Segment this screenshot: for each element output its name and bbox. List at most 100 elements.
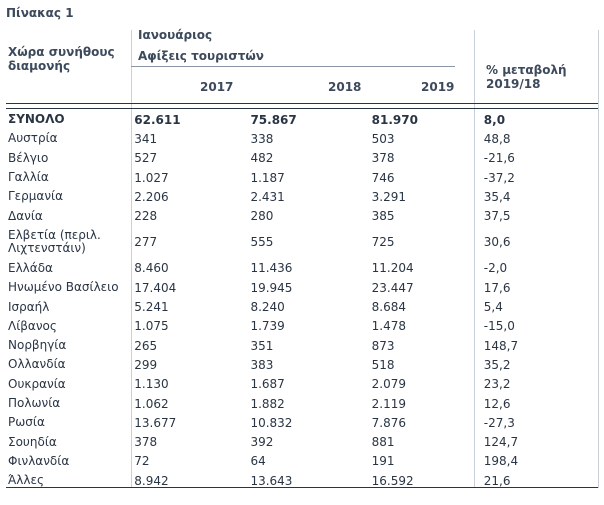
cell-change: 5,4 [483, 300, 503, 315]
cell-label: Άλλες [8, 473, 45, 488]
cell-2018: 19.945 [250, 280, 293, 295]
cell-2017: 5.241 [134, 300, 169, 315]
cell-change: -21,6 [483, 151, 515, 166]
cell-2019: 873 [371, 338, 395, 353]
cell-change: 198,4 [483, 454, 519, 469]
table-row: Ουκρανία 1.130 1.687 2.079 23,2 [6, 375, 598, 394]
cell-2018: 10.832 [250, 415, 293, 430]
cell-label: Ηνωμένο Βασίλειο [8, 280, 119, 295]
table-caption: Πίνακας 1 [6, 6, 74, 20]
table-row: Ηνωμένο Βασίλειο 17.404 19.945 23.447 17,6 [6, 278, 598, 297]
cell-label: Ολλανδία [8, 357, 66, 372]
table-row: Σουηδία 378 392 881 124,7 [6, 432, 598, 451]
cell-2019: 8.684 [371, 300, 407, 315]
cell-label: Ουκρανία [8, 376, 66, 391]
cell-2019: 16.592 [371, 473, 414, 488]
table-row: Πολωνία 1.062 1.882 2.119 12,6 [6, 394, 598, 413]
cell-2018: 13.643 [250, 473, 293, 488]
header-change: % μεταβολή 2019/18 [486, 63, 567, 91]
table-row: Φινλανδία 72 64 191 198,4 [6, 452, 598, 471]
header-year-2017: 2017 [200, 80, 234, 94]
cell-2018: 2.431 [250, 189, 285, 204]
cell-label: Πολωνία [8, 396, 61, 410]
table-row: Ελλάδα 8.460 11.436 11.204 -2,0 [6, 259, 598, 278]
cell-change: -27,3 [483, 415, 515, 430]
data-table: ΣΥΝΟΛΟ 62.611 75.867 81.970 8,0 Αυστρία 3… [6, 110, 598, 490]
cell-2019: 518 [371, 357, 395, 372]
cell-change: 12,6 [483, 396, 511, 411]
column-separator [598, 30, 599, 488]
cell-change: 17,6 [483, 280, 511, 295]
cell-2019: 725 [371, 235, 395, 250]
header-rule [6, 103, 598, 104]
cell-change: 35,2 [483, 357, 511, 372]
cell-2019: 7.876 [371, 415, 407, 430]
table-row: Ελβετία (περιλ. Λιχτενστάιν) 277 555 725 30,… [6, 226, 598, 259]
table-bottom-rule [6, 487, 598, 488]
header-year-2018: 2018 [328, 80, 362, 94]
table-row-total: ΣΥΝΟΛΟ 62.611 75.867 81.970 8,0 [6, 110, 598, 129]
cell-2018: 338 [250, 131, 274, 146]
cell-2019: 378 [371, 151, 395, 166]
cell-change: 23,2 [483, 377, 511, 392]
cell-2019: 2.119 [371, 396, 407, 411]
cell-label: Φινλανδία [8, 453, 70, 468]
table-row: Αυστρία 341 338 503 48,8 [6, 129, 598, 148]
header-rule [6, 108, 598, 109]
cell-2018: 1.739 [250, 319, 285, 334]
cell-change: -2,0 [483, 261, 508, 276]
cell-2018: 482 [250, 151, 274, 166]
table-row: Λίβανος 1.075 1.739 1.478 -15,0 [6, 317, 598, 336]
table-row: Βέλγιο 527 482 378 -21,6 [6, 149, 598, 168]
cell-2017: 341 [134, 131, 158, 146]
cell-2019: 1.478 [371, 319, 407, 334]
cell-change: 148,7 [483, 338, 519, 353]
table-row: Γερμανία 2.206 2.431 3.291 35,4 [6, 187, 598, 206]
cell-2019: 23.447 [371, 280, 414, 295]
cell-2018: 75.867 [250, 112, 297, 127]
header-underline [131, 66, 455, 67]
cell-2018: 11.436 [250, 261, 293, 276]
column-separator [474, 30, 475, 488]
cell-2019: 503 [371, 131, 395, 146]
cell-2017: 527 [134, 151, 158, 166]
cell-change: 124,7 [483, 435, 519, 450]
cell-2019: 2.079 [371, 377, 407, 392]
cell-2017: 277 [134, 235, 158, 250]
cell-label: Σουηδία [8, 434, 57, 449]
cell-2017: 1.027 [134, 170, 169, 185]
table-row: Νορβηγία 265 351 873 148,7 [6, 336, 598, 355]
cell-label: Γερμανία [8, 189, 64, 204]
cell-label: Γαλλία [8, 170, 49, 185]
cell-2019: 81.970 [371, 112, 418, 127]
cell-2017: 265 [134, 338, 158, 353]
table-row: Ρωσία 13.677 10.832 7.876 -27,3 [6, 413, 598, 432]
cell-2017: 1.062 [134, 396, 169, 411]
cell-change: 35,4 [483, 189, 511, 204]
cell-2018: 392 [250, 435, 274, 450]
table-row: Δανία 228 280 385 37,5 [6, 206, 598, 225]
cell-label: ΣΥΝΟΛΟ [8, 112, 65, 127]
cell-2017: 8.460 [134, 261, 169, 276]
cell-2017: 62.611 [134, 112, 181, 127]
cell-2018: 1.687 [250, 377, 285, 392]
column-separator [131, 30, 132, 488]
cell-2019: 746 [371, 170, 395, 185]
cell-2017: 72 [134, 454, 150, 469]
cell-2018: 64 [250, 454, 266, 469]
header-month: Ιανουάριος [138, 28, 213, 42]
cell-2017: 8.942 [134, 473, 169, 488]
cell-2019: 191 [371, 454, 395, 469]
table-row: Άλλες 8.942 13.643 16.592 21,6 [6, 471, 598, 490]
cell-label: Ισραήλ [8, 299, 50, 314]
cell-2018: 383 [250, 357, 274, 372]
cell-2018: 8.240 [250, 300, 285, 315]
header-year-2019: 2019 [421, 80, 455, 94]
cell-label: Νορβηγία [8, 338, 67, 353]
cell-2019: 3.291 [371, 189, 407, 204]
cell-2018: 351 [250, 338, 274, 353]
cell-change: 37,5 [483, 209, 511, 224]
cell-2018: 280 [250, 209, 274, 224]
cell-label: Λίβανος [8, 318, 57, 333]
cell-label: Αυστρία [8, 131, 58, 146]
